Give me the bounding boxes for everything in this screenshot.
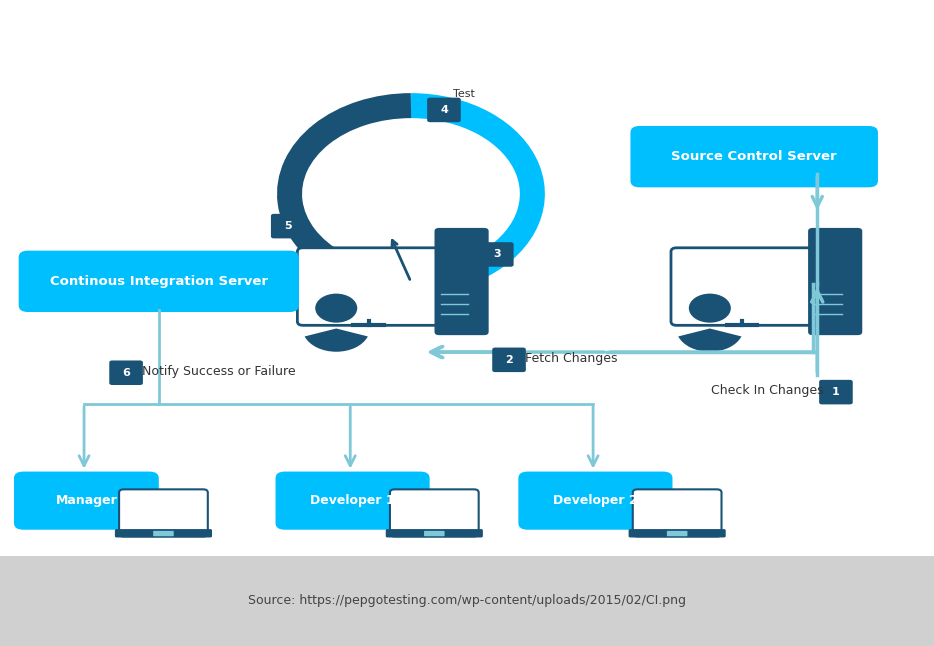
FancyBboxPatch shape: [518, 472, 672, 530]
FancyBboxPatch shape: [297, 248, 440, 326]
Text: Fail or Succeed: Fail or Succeed: [242, 135, 274, 219]
Text: Developer 2: Developer 2: [553, 494, 638, 507]
FancyBboxPatch shape: [667, 531, 687, 536]
FancyBboxPatch shape: [492, 348, 526, 372]
Text: Build: Build: [520, 260, 549, 289]
Text: 5: 5: [284, 221, 291, 231]
FancyBboxPatch shape: [434, 228, 488, 335]
FancyBboxPatch shape: [671, 248, 814, 326]
Text: 3: 3: [493, 249, 501, 260]
Text: Notify Success or Failure: Notify Success or Failure: [142, 365, 295, 378]
FancyBboxPatch shape: [633, 490, 722, 536]
FancyBboxPatch shape: [271, 214, 304, 238]
FancyBboxPatch shape: [119, 490, 207, 536]
Text: 2: 2: [505, 355, 513, 365]
FancyBboxPatch shape: [386, 529, 483, 537]
FancyBboxPatch shape: [480, 242, 514, 267]
FancyBboxPatch shape: [115, 529, 212, 537]
FancyBboxPatch shape: [19, 251, 299, 312]
Text: 6: 6: [122, 368, 130, 378]
Circle shape: [316, 293, 358, 323]
FancyBboxPatch shape: [819, 380, 853, 404]
Wedge shape: [678, 329, 742, 351]
FancyBboxPatch shape: [390, 490, 479, 536]
Text: Check In Changes: Check In Changes: [711, 384, 824, 397]
Text: Source: https://pepgotesting.com/wp-content/uploads/2015/02/CI.png: Source: https://pepgotesting.com/wp-cont…: [248, 594, 686, 607]
Text: Fetch Changes: Fetch Changes: [525, 352, 617, 365]
Text: 4: 4: [440, 105, 448, 115]
Text: 1: 1: [832, 387, 840, 397]
Text: Source Control Server: Source Control Server: [672, 150, 837, 163]
Text: Developer 1: Developer 1: [310, 494, 395, 507]
Text: Continous Integration Server: Continous Integration Server: [50, 275, 268, 288]
FancyBboxPatch shape: [630, 126, 878, 187]
FancyBboxPatch shape: [0, 556, 934, 646]
Text: Test: Test: [453, 89, 475, 99]
Circle shape: [689, 293, 731, 323]
FancyBboxPatch shape: [808, 228, 862, 335]
FancyBboxPatch shape: [14, 472, 159, 530]
FancyBboxPatch shape: [109, 360, 143, 385]
Text: Manager: Manager: [55, 494, 118, 507]
FancyBboxPatch shape: [276, 472, 430, 530]
FancyBboxPatch shape: [427, 98, 460, 122]
FancyBboxPatch shape: [424, 531, 445, 536]
FancyBboxPatch shape: [629, 529, 726, 537]
FancyBboxPatch shape: [153, 531, 174, 536]
Wedge shape: [304, 329, 368, 351]
